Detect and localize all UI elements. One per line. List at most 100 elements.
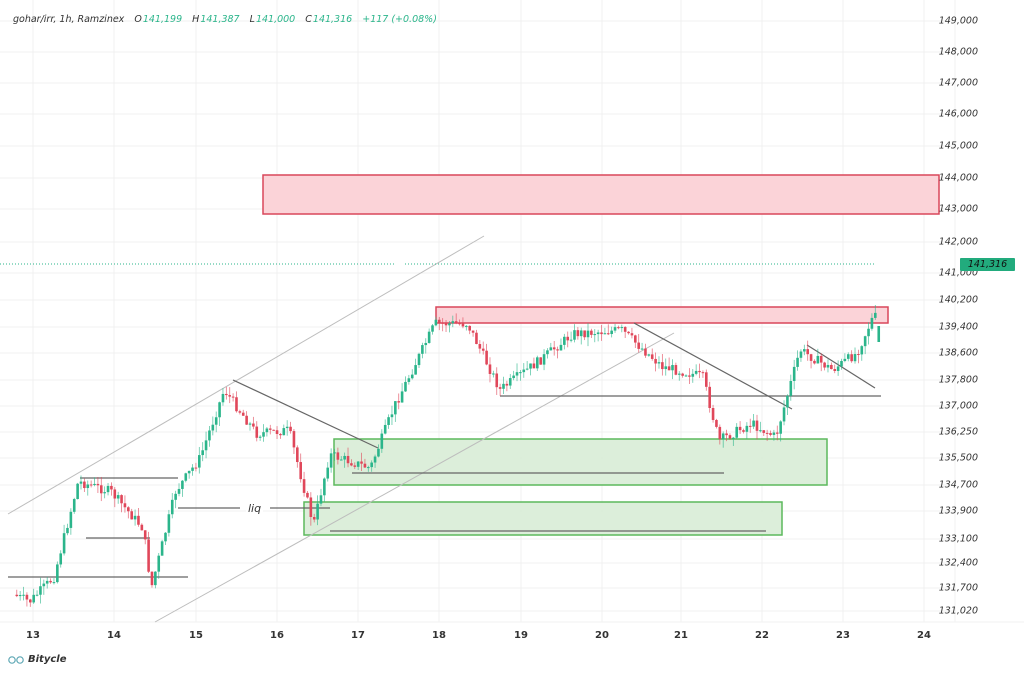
candle-body — [765, 432, 769, 434]
candle-body — [441, 322, 444, 324]
candle-body — [258, 436, 262, 438]
candle-body — [160, 541, 164, 556]
candle-body — [350, 463, 353, 466]
candle-body — [66, 527, 69, 534]
candle-body — [59, 553, 63, 565]
candle-body — [248, 423, 252, 425]
candle-body — [677, 373, 681, 375]
price-tick-label: 134,700 — [938, 479, 978, 491]
symbol-title: gohar/irr, 1h, Ramzinex — [13, 14, 125, 25]
candle-body — [782, 407, 786, 422]
candle-body — [326, 467, 330, 479]
candle-body — [556, 349, 559, 351]
candle-body — [211, 424, 215, 431]
candle-body — [617, 327, 620, 329]
price-tick-label: 138,600 — [938, 347, 978, 359]
candle-body — [549, 347, 553, 351]
time-tick-label: 21 — [674, 630, 688, 641]
price-tick-label: 137,800 — [938, 374, 978, 386]
candle-body — [42, 583, 46, 587]
candle-body — [836, 366, 840, 371]
candle-body — [133, 515, 137, 520]
time-tick-label: 19 — [514, 630, 528, 641]
candle-body — [231, 396, 235, 398]
demand-zone — [333, 438, 828, 486]
candle-body — [343, 455, 346, 460]
candle-body — [198, 455, 201, 468]
price-tick-label: 133,100 — [938, 533, 978, 545]
candle-body — [823, 362, 826, 368]
time-tick-label: 13 — [26, 630, 40, 641]
candle-body — [701, 372, 705, 374]
candle-body — [282, 428, 286, 436]
candle-body — [752, 420, 755, 427]
candle-body — [312, 516, 316, 520]
candle-body — [840, 360, 843, 367]
liq-label: liq — [246, 502, 264, 515]
candle-body — [809, 354, 813, 361]
candle-body — [262, 432, 265, 437]
candle-body — [360, 461, 363, 464]
candle-body — [289, 426, 292, 432]
candle-body — [630, 333, 634, 336]
candle-body — [789, 380, 793, 396]
candle-body — [116, 495, 120, 499]
open-value: 141,199 — [142, 14, 183, 25]
candle-body — [387, 417, 390, 425]
candle-body — [184, 473, 188, 481]
time-tick-label: 16 — [270, 630, 284, 641]
candle-body — [431, 325, 434, 332]
trend-line — [232, 379, 379, 449]
candle-body — [177, 488, 181, 494]
candle-body — [454, 321, 458, 324]
candle-body — [45, 580, 49, 584]
candle-body — [508, 378, 512, 386]
candle-body — [830, 364, 833, 370]
candle-body — [522, 369, 526, 373]
candle-body — [654, 358, 657, 364]
candle-body — [610, 330, 613, 335]
candle-body — [590, 330, 593, 335]
candle-body — [468, 325, 471, 331]
candle-body — [272, 429, 275, 431]
candle-body — [170, 499, 174, 515]
time-tick-label: 17 — [351, 630, 365, 641]
candle-body — [478, 344, 482, 349]
candle-body — [573, 330, 576, 340]
candle-body — [407, 378, 411, 382]
candle-body — [35, 594, 39, 596]
candle-body — [323, 478, 326, 496]
candle-body — [25, 594, 29, 600]
candle-body — [458, 323, 461, 325]
candle-body — [32, 594, 35, 603]
price-tick-label: 141,000 — [938, 267, 978, 279]
price-tick-label: 136,250 — [938, 426, 978, 438]
candle-body — [606, 333, 610, 335]
candle-body — [353, 465, 357, 467]
candle-body — [164, 532, 167, 542]
candle-body — [603, 333, 607, 335]
candle-body — [52, 582, 56, 584]
candle-body — [62, 533, 66, 554]
candle-body — [404, 381, 407, 392]
high-value: 141,387 — [200, 14, 240, 25]
candle-body — [813, 360, 816, 364]
candle-body — [39, 586, 42, 595]
candle-body — [867, 328, 870, 337]
candle-body — [417, 353, 421, 366]
candle-body — [532, 363, 536, 369]
candle-body — [333, 452, 336, 454]
candle-body — [255, 426, 259, 438]
current-price-tag: 141,316 — [960, 258, 1015, 271]
candle-body — [214, 417, 218, 425]
candle-body — [228, 395, 232, 397]
trend-line — [806, 344, 876, 389]
candle-body — [383, 424, 387, 434]
bicycle-icon — [8, 655, 24, 664]
candle-body — [316, 503, 319, 520]
candle-body — [319, 495, 323, 504]
symbol-legend: gohar/irr, 1h, Ramzinex O141,199 H141,38… — [13, 14, 437, 25]
candle-body — [657, 362, 661, 364]
